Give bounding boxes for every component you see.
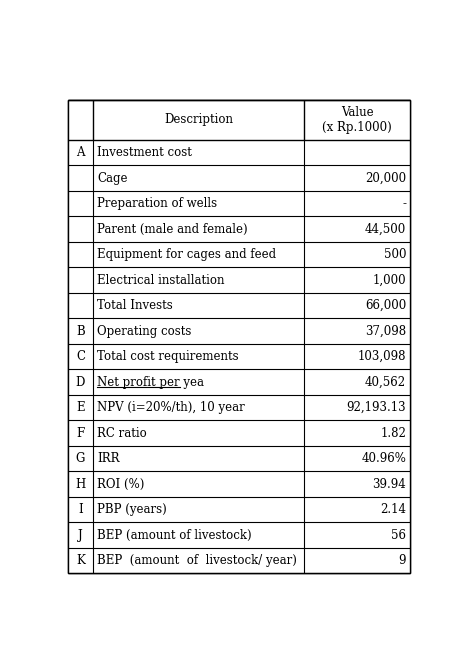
Text: Cage: Cage — [97, 171, 128, 185]
Text: 40,562: 40,562 — [365, 376, 406, 389]
Text: K: K — [76, 554, 85, 567]
Text: Parent (male and female): Parent (male and female) — [97, 222, 248, 235]
Text: 92,193.13: 92,193.13 — [347, 401, 406, 414]
Text: IRR: IRR — [97, 452, 120, 465]
Text: 1,000: 1,000 — [373, 274, 406, 287]
Text: J: J — [78, 529, 83, 542]
Text: 66,000: 66,000 — [365, 299, 406, 312]
Text: 44,500: 44,500 — [365, 222, 406, 235]
Text: Electrical installation: Electrical installation — [97, 274, 225, 287]
Text: E: E — [76, 401, 85, 414]
Text: Investment cost: Investment cost — [97, 146, 192, 159]
Text: I: I — [78, 503, 83, 516]
Text: 2.14: 2.14 — [380, 503, 406, 516]
Text: F: F — [76, 426, 84, 439]
Text: D: D — [75, 376, 85, 389]
Text: H: H — [75, 478, 86, 490]
Text: 39.94: 39.94 — [372, 478, 406, 490]
Text: Description: Description — [164, 113, 233, 126]
Text: 40.96%: 40.96% — [361, 452, 406, 465]
Text: 20,000: 20,000 — [365, 171, 406, 185]
Text: BEP (amount of livestock): BEP (amount of livestock) — [97, 529, 252, 542]
Text: G: G — [75, 452, 85, 465]
Text: 103,098: 103,098 — [358, 350, 406, 363]
Text: 56: 56 — [391, 529, 406, 542]
Text: BEP  (amount  of  livestock/ year): BEP (amount of livestock/ year) — [97, 554, 297, 567]
Text: -: - — [402, 197, 406, 210]
Text: 500: 500 — [384, 248, 406, 261]
Text: Total Invests: Total Invests — [97, 299, 173, 312]
Text: ROI (%): ROI (%) — [97, 478, 144, 490]
Text: 37,098: 37,098 — [365, 325, 406, 338]
Text: C: C — [76, 350, 85, 363]
Text: 1.82: 1.82 — [380, 426, 406, 439]
Text: RC ratio: RC ratio — [97, 426, 147, 439]
Text: Operating costs: Operating costs — [97, 325, 192, 338]
Text: NPV (i=20%/th), 10 year: NPV (i=20%/th), 10 year — [97, 401, 245, 414]
Text: A: A — [76, 146, 85, 159]
Text: Net profit per yea: Net profit per yea — [97, 376, 204, 389]
Text: Total cost requirements: Total cost requirements — [97, 350, 239, 363]
Text: Preparation of wells: Preparation of wells — [97, 197, 217, 210]
Text: Equipment for cages and feed: Equipment for cages and feed — [97, 248, 276, 261]
Text: PBP (years): PBP (years) — [97, 503, 167, 516]
Text: B: B — [76, 325, 85, 338]
Text: 9: 9 — [399, 554, 406, 567]
Text: Value
(x Rp.1000): Value (x Rp.1000) — [322, 106, 392, 134]
